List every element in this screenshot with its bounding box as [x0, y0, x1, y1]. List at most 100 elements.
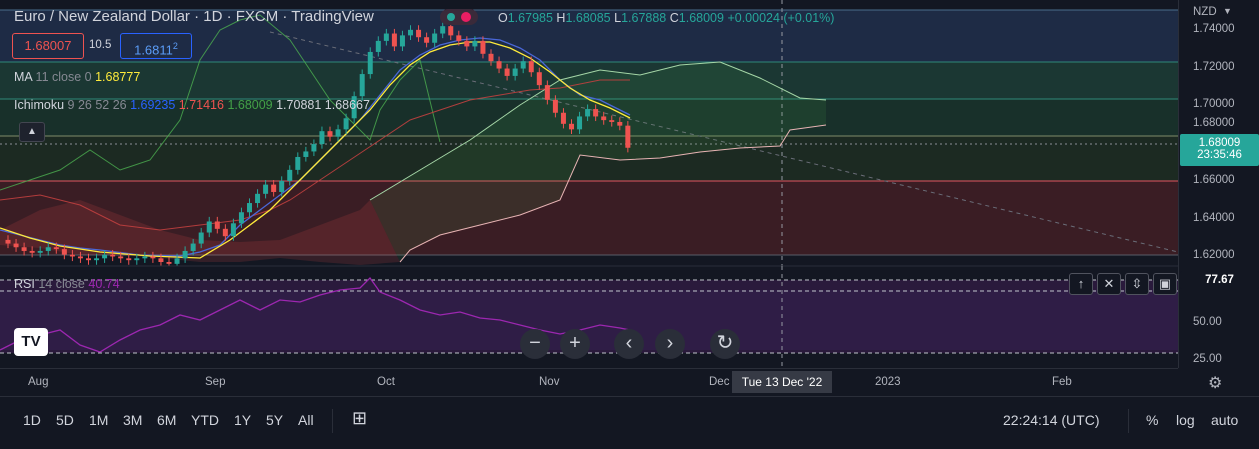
bar-countdown: 23:35:46 [1197, 149, 1242, 161]
delete-pane-button[interactable]: ✕ [1097, 273, 1121, 295]
timeframe-5d[interactable]: 5D [56, 412, 74, 428]
sell-button[interactable]: 1.68007 [12, 33, 84, 59]
candle-body [577, 116, 583, 130]
current-price: 1.68009 [1198, 137, 1241, 149]
zoom-out-button[interactable]: − [520, 329, 550, 359]
ma-legend[interactable]: MA 11 close 0 1.68777 [14, 70, 140, 84]
candle-body [416, 29, 422, 38]
reset-icon: ↻ [716, 332, 734, 354]
candle-body [295, 156, 301, 170]
low-label: L [614, 11, 622, 25]
market-status-badge[interactable] [440, 9, 478, 25]
candle-body [214, 221, 220, 229]
price-label: 1.68000 [1193, 117, 1235, 129]
bottom-toolbar: 1D 5D 1M 3M 6M YTD 1Y 5Y All ⊞ 22:24:14 … [0, 396, 1259, 449]
candle-body [472, 40, 478, 47]
change-value: +0.00024 (+0.01%) [727, 11, 835, 25]
timeframe-6m[interactable]: 6M [157, 412, 177, 428]
tradingview-logo[interactable]: TV [14, 328, 48, 356]
candle-body [45, 247, 51, 251]
candle-body [327, 131, 333, 137]
rsi-line [0, 276, 631, 353]
rsi-name: RSI [14, 277, 35, 291]
divider [332, 409, 333, 433]
candle-body [150, 256, 156, 259]
time-scale[interactable]: Aug Sep Oct Nov Dec 2023 Feb Tue 13 Dec … [0, 368, 1222, 397]
price-label: 1.64000 [1193, 212, 1235, 224]
price-scale[interactable]: NZD ▼ 1.74000 1.72000 1.70000 1.68000 1.… [1178, 0, 1259, 368]
candle-body [287, 169, 293, 181]
percent-scale-toggle[interactable]: % [1146, 412, 1159, 428]
candle-body [263, 184, 269, 194]
candle-body [552, 99, 558, 113]
minus-icon: − [529, 332, 541, 354]
chart-pane[interactable]: Euro / New Zealand Dollar · 1D · FXCM · … [0, 0, 1178, 368]
candle-body [37, 250, 43, 253]
gear-icon[interactable]: ⚙ [1208, 375, 1223, 392]
move-pane-up-button[interactable]: ↑ [1069, 273, 1093, 295]
candle-body [29, 250, 35, 253]
currency-label[interactable]: NZD [1193, 6, 1217, 18]
candle-body [86, 258, 91, 261]
timeframe-ytd[interactable]: YTD [191, 412, 219, 428]
candle-body [367, 51, 373, 75]
candle-body [432, 33, 438, 43]
buy-button[interactable]: 1.68112 [120, 33, 192, 59]
candle-body [126, 258, 132, 261]
candle-body [351, 96, 357, 119]
candle-body [560, 112, 566, 124]
scroll-left-button[interactable]: ‹ [614, 329, 644, 359]
auto-scale-toggle[interactable]: auto [1211, 412, 1239, 428]
timeframe-1m[interactable]: 1M [89, 412, 109, 428]
utc-clock[interactable]: 22:24:14 (UTC) [1003, 412, 1100, 428]
open-value: 1.67985 [507, 11, 553, 25]
time-label: 2023 [875, 376, 901, 388]
close-value: 1.68009 [678, 11, 724, 25]
plus-icon: + [569, 332, 581, 354]
rsi-legend[interactable]: RSI 14 close 40.74 [14, 277, 120, 291]
timeframe-1d[interactable]: 1D [23, 412, 41, 428]
candle-body [174, 258, 180, 264]
candle-body [601, 116, 607, 121]
symbol-title[interactable]: Euro / New Zealand Dollar · 1D · FXCM · … [14, 8, 374, 25]
collapse-legend-button[interactable]: ▲ [19, 122, 45, 142]
candle-body [528, 61, 534, 73]
scroll-right-button[interactable]: › [655, 329, 685, 359]
candle-body [238, 212, 244, 224]
ohlc-values: O1.67985 H1.68085 L1.67888 C1.68009 +0.0… [498, 11, 834, 25]
candle-body [303, 151, 309, 157]
open-label: O [498, 11, 508, 25]
candle-body [496, 61, 502, 69]
chevron-right-icon: › [666, 332, 674, 354]
date-range-icon[interactable]: ⊞ [352, 408, 368, 428]
candle-body [544, 85, 550, 100]
candle-body [343, 118, 349, 130]
timeframe-1y[interactable]: 1Y [234, 412, 252, 428]
candle-body [94, 258, 100, 261]
timeframe-3m[interactable]: 3M [123, 412, 143, 428]
maximize-pane-button[interactable]: ▣ [1153, 273, 1177, 295]
zoom-in-button[interactable]: + [560, 329, 590, 359]
timeframe-5y[interactable]: 5Y [266, 412, 284, 428]
collapse-pane-button[interactable]: ⇳ [1125, 273, 1149, 295]
candle-body [408, 29, 413, 36]
ichimoku-legend[interactable]: Ichimoku 9 26 52 26 1.69235 1.71416 1.68… [14, 98, 370, 112]
candle-body [319, 131, 325, 145]
candle-body [158, 258, 164, 262]
ma-value: 1.68777 [95, 70, 141, 84]
ichimoku-base: 1.71416 [178, 98, 224, 112]
spread-value: 10.5 [89, 39, 112, 51]
price-chart[interactable] [0, 0, 1178, 368]
reset-chart-button[interactable]: ↻ [710, 329, 740, 359]
ichimoku-conversion: 1.69235 [130, 98, 176, 112]
candle-body [375, 40, 381, 52]
candle-body [279, 180, 285, 192]
price-label: 1.74000 [1193, 23, 1235, 35]
price-label: 1.66000 [1193, 174, 1235, 186]
candle-body [166, 262, 172, 264]
timeframe-all[interactable]: All [298, 412, 314, 428]
candle-body [247, 203, 252, 213]
crosshair-date-badge: Tue 13 Dec '22 [732, 371, 832, 393]
log-scale-toggle[interactable]: log [1176, 412, 1195, 428]
candle-body [21, 247, 27, 251]
